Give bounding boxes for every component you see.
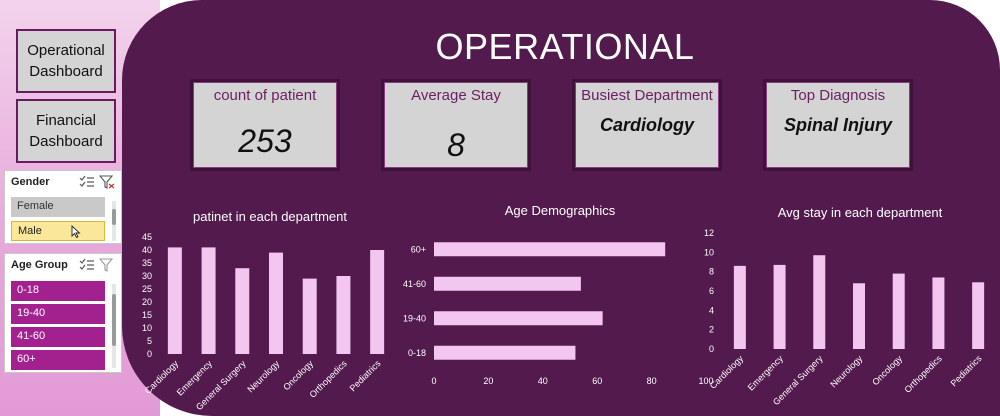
bar-oncology <box>302 278 317 354</box>
x-tick-label: 60 <box>592 376 602 386</box>
y-tick-label: 41-60 <box>403 279 426 289</box>
x-tick-label: Cardiology <box>708 353 746 391</box>
kpi-card-average-stay: Average Stay 8 <box>381 79 531 171</box>
age-group-item-19-40[interactable]: 19-40 <box>11 304 105 324</box>
y-tick-label: 19-40 <box>403 313 426 323</box>
y-tick-label: 8 <box>709 267 714 277</box>
kpi-value: Spinal Injury <box>783 115 893 135</box>
x-tick-label: 100 <box>698 376 713 386</box>
x-tick-label: 80 <box>647 376 657 386</box>
kpi-value: 8 <box>447 127 465 163</box>
gender-slicer: Gender Female Male <box>4 170 122 244</box>
kpi-card-patient-count: count of patient 253 <box>190 79 340 171</box>
bar-age-41-60 <box>434 276 581 291</box>
age-group-item-41-60[interactable]: 41-60 <box>11 327 105 347</box>
bar-orthopedics <box>336 276 351 354</box>
y-tick-label: 12 <box>704 228 714 238</box>
y-tick-label: 45 <box>142 232 152 242</box>
age-group-slicer-title: Age Group <box>11 259 68 271</box>
kpi-value: Cardiology <box>599 115 694 135</box>
bar-cardiology <box>733 265 746 349</box>
clear-filter-icon[interactable] <box>99 175 115 189</box>
chart-title-avg-stay: Avg stay in each department <box>777 205 943 220</box>
age-group-slicer-header: Age Group <box>5 254 121 276</box>
gender-slicer-title: Gender <box>11 176 50 188</box>
kpi-value: 253 <box>238 123 292 159</box>
y-tick-label: 6 <box>709 286 714 296</box>
bar-cardiology <box>167 247 182 354</box>
y-tick-label: 35 <box>142 258 152 268</box>
y-tick-label: 25 <box>142 284 152 294</box>
kpi-card-top-diagnosis: Top Diagnosis Spinal Injury <box>763 79 913 171</box>
operational-dashboard-button[interactable]: Operational Dashboard <box>16 29 116 93</box>
kpi-label: Average Stay <box>411 87 501 104</box>
y-tick-label: 0 <box>709 344 714 354</box>
y-tick-label: 60+ <box>411 244 426 254</box>
y-tick-label: 30 <box>142 271 152 281</box>
bar-neurology <box>269 252 283 354</box>
y-tick-label: 15 <box>142 310 152 320</box>
bar-emergency <box>773 264 786 349</box>
y-tick-label: 40 <box>142 245 152 255</box>
age-group-scrollbar-thumb[interactable] <box>112 294 116 346</box>
age-group-item-0-18[interactable]: 0-18 <box>11 281 105 301</box>
kpi-label: count of patient <box>213 87 317 104</box>
x-tick-label: Orthopedics <box>902 353 944 395</box>
bar-general-surgery <box>235 268 250 354</box>
gender-item-female[interactable]: Female <box>11 197 105 217</box>
x-tick-label: 20 <box>483 376 493 386</box>
x-tick-label: Oncology <box>281 358 315 392</box>
multi-select-icon[interactable] <box>79 175 95 189</box>
multi-select-icon[interactable] <box>79 258 95 272</box>
age-group-slicer: Age Group 0-18 19-40 41-60 60+ <box>4 253 122 373</box>
x-tick-label: 0 <box>431 376 436 386</box>
gender-item-male[interactable]: Male <box>11 221 105 241</box>
y-tick-label: 10 <box>142 323 152 333</box>
gender-scrollbar-thumb[interactable] <box>112 209 116 225</box>
clear-filter-icon[interactable] <box>99 258 115 272</box>
x-tick-label: Neurology <box>245 358 281 394</box>
bar-oncology <box>892 273 905 349</box>
financial-dashboard-button[interactable]: Financial Dashboard <box>16 99 116 163</box>
x-tick-label: Pediatrics <box>348 358 383 393</box>
y-tick-label: 20 <box>142 297 152 307</box>
chart-title-age-demographics: Age Demographics <box>504 203 616 218</box>
x-tick-label: Neurology <box>828 353 864 389</box>
page-title: OPERATIONAL <box>435 26 695 67</box>
y-tick-label: 4 <box>709 305 714 315</box>
kpi-label: Top Diagnosis <box>790 87 886 104</box>
x-tick-label: 40 <box>538 376 548 386</box>
kpi-label: Busiest Department <box>581 87 713 104</box>
y-tick-label: 0 <box>147 349 152 359</box>
bar-pediatrics <box>370 250 385 354</box>
bar-age-19-40 <box>434 311 603 326</box>
y-tick-label: 0-18 <box>408 348 426 358</box>
x-tick-label: Pediatrics <box>949 353 984 388</box>
y-tick-label: 2 <box>709 325 714 335</box>
patients-by-department-chart: 051015202530354045CardiologyEmergencyGen… <box>142 232 385 412</box>
bar-emergency <box>201 247 216 354</box>
bar-general-surgery <box>813 255 826 349</box>
age-group-item-60-plus[interactable]: 60+ <box>11 350 105 370</box>
bar-age-0-18 <box>434 345 576 360</box>
chart-title-patients-by-department: patinet in each department <box>193 209 347 224</box>
bar-orthopedics <box>932 277 945 349</box>
x-tick-label: Oncology <box>870 353 904 387</box>
bar-pediatrics <box>972 282 985 349</box>
y-tick-label: 10 <box>704 247 714 257</box>
bar-age-60-plus <box>434 242 666 257</box>
mouse-cursor-icon <box>71 225 81 238</box>
kpi-card-busiest-department: Busiest Department Cardiology <box>572 79 722 171</box>
x-tick-label: Emergency <box>746 353 786 393</box>
y-tick-label: 5 <box>147 336 152 346</box>
gender-slicer-header: Gender <box>5 171 121 193</box>
bar-neurology <box>853 283 865 349</box>
